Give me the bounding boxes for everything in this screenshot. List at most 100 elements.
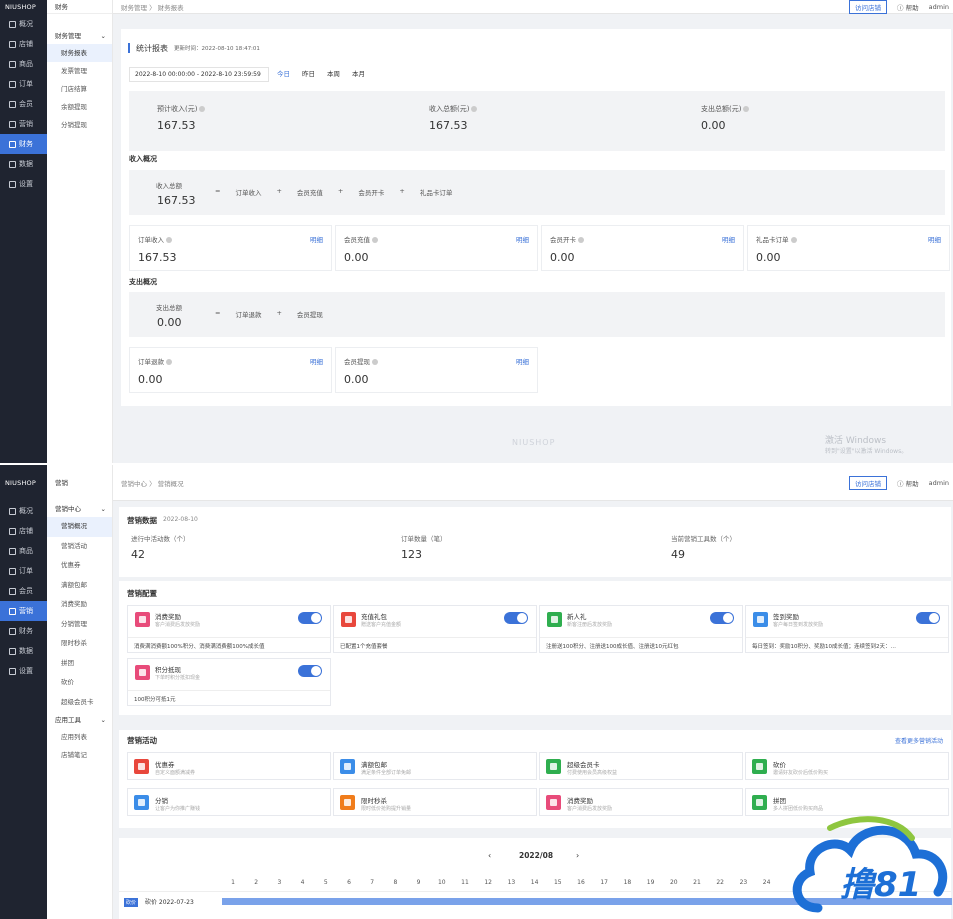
tool-item-1[interactable]: 店铺笔记 [61,751,87,759]
sub-group-marketing[interactable]: 营销中心 ⌄ [47,501,112,517]
sub-item-7[interactable]: 拼团 [61,658,74,667]
config-icon-3 [753,612,768,627]
nav-item-5[interactable]: 营销 [0,601,47,621]
detail-link[interactable]: 明细 [928,236,941,244]
calendar-day-16: 16 [577,879,585,886]
quick-range-1[interactable]: 昨日 [302,70,315,78]
view-more-activities-link[interactable]: 查看更多营销活动 [894,738,943,745]
nav-item-8[interactable]: 设置 [0,661,47,681]
user-menu[interactable]: admin [928,2,949,11]
help-button[interactable]: ⓘ 帮助 [897,3,919,12]
marketing-config-card: 营销配置 消费奖励 客户消费后发放奖励 消费满消费额100%积分、消费满消费额100… [119,581,951,715]
sub-group-finance[interactable]: 财务管理 ⌄ [47,28,112,44]
activity-card-4[interactable]: 分销 让客户为你推广赚钱 [127,788,331,816]
activity-card-0[interactable]: 优惠券 自定义面额满减券 [127,752,331,780]
toggle-switch[interactable] [298,612,322,624]
activity-card-2[interactable]: 超级会员卡 付费使用会员高级权益 [539,752,743,780]
nav-item-7[interactable]: 数据 [0,641,47,661]
nav-item-3[interactable]: 订单 [0,74,47,94]
toggle-switch[interactable] [504,612,528,624]
nav-item-1[interactable]: 店铺 [0,34,47,54]
calendar-day-20: 20 [669,879,678,886]
nav-item-4[interactable]: 会员 [0,581,47,601]
activity-card-6[interactable]: 消费奖励 客户消费后发放奖励 [539,788,743,816]
sub-sidebar-header: 营销 [55,479,68,487]
expense-total-value: 0.00 [157,316,182,329]
sub-item-0[interactable]: 财务报表 [47,44,112,62]
nav-item-0[interactable]: 概况 [0,501,47,521]
nav-item-6[interactable]: 财务 [0,134,47,154]
detail-link[interactable]: 明细 [516,358,529,366]
sub-item-5[interactable]: 分销管理 [61,619,87,628]
nav-item-label: 订单 [19,567,33,575]
prev-month-button[interactable]: ‹ [488,851,492,860]
tool-item-0[interactable]: 应用列表 [61,733,87,741]
sub-item-6[interactable]: 限时秒杀 [61,639,87,647]
config-title: 签到奖励 [773,613,799,621]
quick-range-3[interactable]: 本月 [352,70,365,78]
nav-item-6[interactable]: 财务 [0,621,47,641]
activity-card-1[interactable]: 满额包邮 满足条件全部订单免邮 [333,752,537,780]
income-formula-panel [129,170,945,215]
sub-item-4[interactable]: 分销提现 [61,121,87,129]
formula-term-1: 订单退款 [235,311,262,319]
activity-desc: 让客户为你推广赚钱 [155,806,201,812]
toggle-switch[interactable] [298,665,322,677]
nav-item-3[interactable]: 订单 [0,561,47,581]
activity-title: 拼团 [773,797,786,805]
stat-card-value: 0.00 [344,373,369,386]
nav-item-2[interactable]: 商品 [0,54,47,74]
visit-store-button[interactable]: 访问店铺 [849,0,888,14]
calendar-day-2: 2 [254,879,259,886]
sub-item-1[interactable]: 发票管理 [61,67,87,75]
config-card-1[interactable]: 充值礼包 赠送客户充值金额 已配置1个充值套餐 [333,605,537,653]
detail-link[interactable]: 明细 [722,236,735,244]
nav-item-2[interactable]: 商品 [0,541,47,561]
user-menu[interactable]: admin [928,478,949,487]
detail-link[interactable]: 明细 [310,358,323,366]
sub-item-3[interactable]: 满额包邮 [61,580,87,589]
nav-item-5[interactable]: 营销 [0,114,47,134]
event-label[interactable]: 砍价 2022-07-23 [145,899,194,906]
detail-link[interactable]: 明细 [310,236,323,244]
nav-item-0[interactable]: 概况 [0,14,47,34]
stat-card-0: 订单退款 明细 0.00 [129,347,332,393]
nav-item-7[interactable]: 数据 [0,154,47,174]
quick-range-0[interactable]: 今日 [277,70,290,78]
nav-item-8[interactable]: 设置 [0,174,47,194]
calendar-day-6: 6 [347,879,351,886]
config-card-4[interactable]: 积分抵现 下单时积分抵扣现金 100积分可抵1元 [127,658,331,706]
date-range-picker[interactable]: 2022-8-10 00:00:00 - 2022-8-10 23:59:59 [129,67,269,82]
event-bar[interactable] [222,898,952,905]
sub-item-0[interactable]: 营销概况 [47,517,112,537]
calendar-day-12: 12 [484,879,492,886]
help-circle-icon [372,237,378,243]
toggle-switch[interactable] [916,612,940,624]
toggle-switch[interactable] [710,612,734,624]
store-icon [9,40,16,48]
member-icon [9,587,16,595]
config-card-0[interactable]: 消费奖励 客户消费后发放奖励 消费满消费额100%积分、消费满消费额100%成长值 [127,605,331,653]
sub-item-8[interactable]: 砍价 [61,678,74,686]
quick-range-2[interactable]: 本周 [327,70,340,78]
config-card-3[interactable]: 签到奖励 客户每日签到发放奖励 每日签到：奖励10积分、奖励10成长值；连续签到2天… [745,605,949,653]
next-month-button[interactable]: › [576,851,580,860]
sub-item-3[interactable]: 余额提现 [61,103,87,111]
sub-group-tools[interactable]: 应用工具 ⌄ [47,712,112,728]
activity-desc: 限时低价抢购提升销量 [361,806,412,812]
config-card-2[interactable]: 新人礼 新客注册后发放奖励 注册送100积分、注册送100成长值、注册送10元红包 [539,605,743,653]
stat-card-value: 0.00 [344,251,369,264]
help-button[interactable]: ⓘ 帮助 [897,479,919,488]
activity-card-7[interactable]: 拼团 多人拼团低价购买商品 [745,788,949,816]
activity-card-3[interactable]: 砍价 邀请好友砍价后低价购买 [745,752,949,780]
sub-item-4[interactable]: 消费奖励 [61,600,87,608]
detail-link[interactable]: 明细 [516,236,529,244]
visit-store-button[interactable]: 访问店铺 [849,475,888,490]
sub-item-2[interactable]: 门店结算 [61,85,87,93]
sub-item-9[interactable]: 超级会员卡 [61,697,94,706]
activity-card-5[interactable]: 限时秒杀 限时低价抢购提升销量 [333,788,537,816]
nav-item-1[interactable]: 店铺 [0,521,47,541]
sub-item-2[interactable]: 优惠券 [61,561,81,569]
nav-item-4[interactable]: 会员 [0,94,47,114]
sub-item-1[interactable]: 营销活动 [61,541,87,550]
